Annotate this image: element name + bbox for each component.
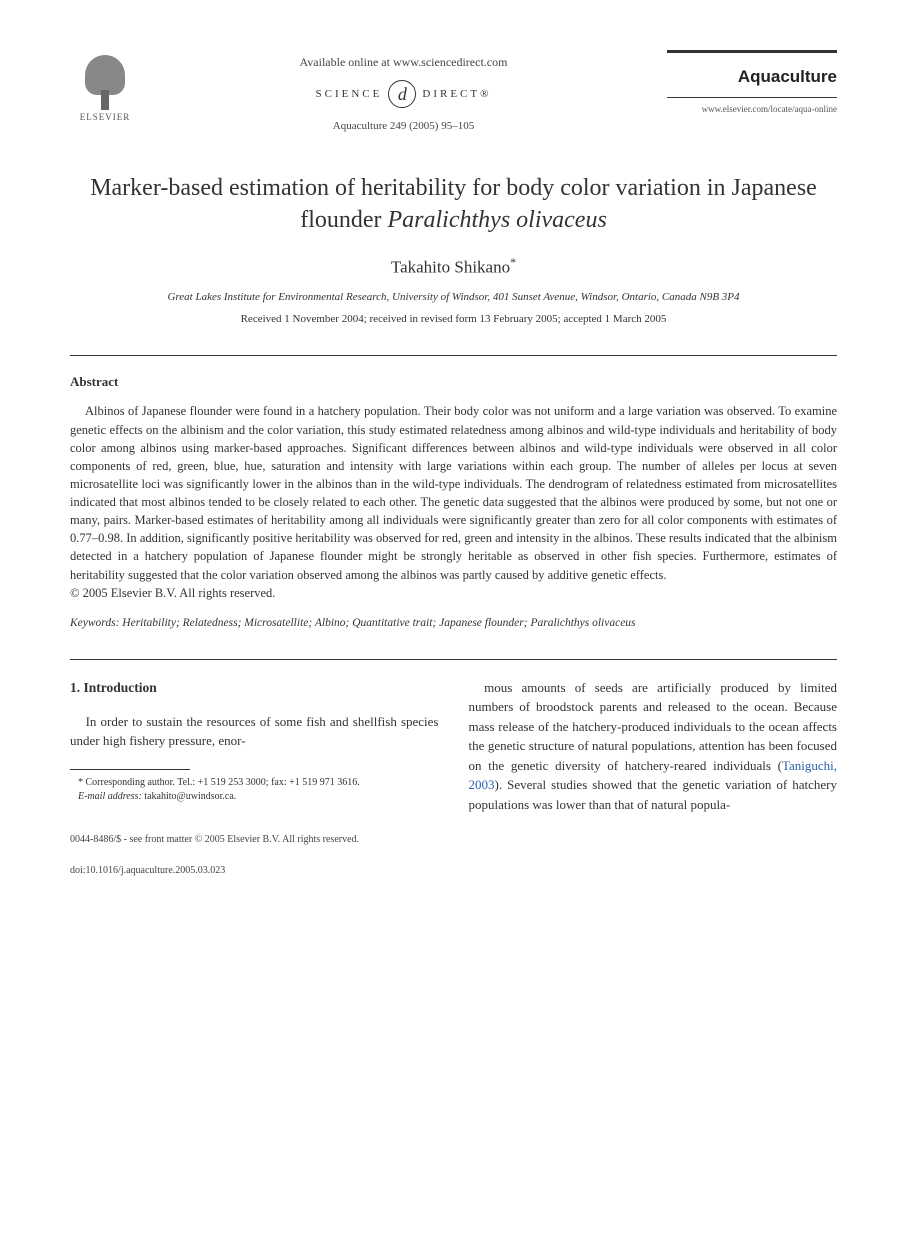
sd-glyph-icon: d — [388, 80, 416, 108]
col2-text-b: ). Several studies showed that the genet… — [469, 777, 838, 812]
column-left: 1. Introduction In order to sustain the … — [70, 678, 439, 815]
author-name: Takahito Shikano — [391, 257, 510, 276]
footnote-separator — [70, 769, 190, 770]
sd-text-left: SCIENCE — [316, 88, 383, 100]
publisher-label: ELSEVIER — [80, 112, 131, 122]
column-right: mous amounts of seeds are artificially p… — [469, 678, 838, 815]
abstract-heading: Abstract — [70, 374, 837, 390]
title-species: Paralichthys olivaceus — [388, 207, 607, 233]
email-value: takahito@uwindsor.ca. — [142, 791, 236, 802]
article-title: Marker-based estimation of heritability … — [70, 172, 837, 237]
abstract-text: Albinos of Japanese flounder were found … — [70, 402, 837, 583]
divider-top — [70, 355, 837, 356]
abstract-copyright: © 2005 Elsevier B.V. All rights reserved… — [70, 586, 837, 601]
publisher-logo: ELSEVIER — [70, 50, 140, 130]
title-block: Marker-based estimation of heritability … — [70, 172, 837, 325]
header-right: Aquaculture www.elsevier.com/locate/aqua… — [667, 50, 837, 114]
science-direct-logo: SCIENCE d DIRECT® — [316, 80, 492, 108]
abstract-section: Abstract Albinos of Japanese flounder we… — [70, 374, 837, 628]
citation-line: Aquaculture 249 (2005) 95–105 — [140, 120, 667, 132]
email-label: E-mail address: — [78, 791, 142, 802]
available-online-text: Available online at www.sciencedirect.co… — [140, 55, 667, 70]
intro-para-left: In order to sustain the resources of som… — [70, 712, 439, 751]
journal-url: www.elsevier.com/locate/aqua-online — [667, 104, 837, 114]
intro-para-right: mous amounts of seeds are artificially p… — [469, 678, 838, 815]
keywords-list: Heritability; Relatedness; Microsatellit… — [119, 617, 635, 629]
article-dates: Received 1 November 2004; received in re… — [70, 313, 837, 325]
affiliation: Great Lakes Institute for Environmental … — [70, 291, 837, 303]
header-center: Available online at www.sciencedirect.co… — [140, 50, 667, 132]
author-corr-mark: * — [510, 255, 516, 269]
divider-bottom — [70, 659, 837, 660]
keywords-label: Keywords: — [70, 617, 119, 629]
page-header: ELSEVIER Available online at www.science… — [70, 50, 837, 132]
section-heading-intro: 1. Introduction — [70, 678, 439, 698]
journal-name: Aquaculture — [667, 67, 837, 87]
footnote-corresponding: * Corresponding author. Tel.: +1 519 253… — [70, 776, 439, 790]
elsevier-tree-icon — [75, 50, 135, 110]
body-columns: 1. Introduction In order to sustain the … — [70, 678, 837, 815]
keywords-line: Keywords: Heritability; Relatedness; Mic… — [70, 617, 837, 629]
journal-box: Aquaculture — [667, 50, 837, 98]
footnote-email: E-mail address: takahito@uwindsor.ca. — [70, 790, 439, 804]
sd-text-right: DIRECT® — [422, 88, 491, 100]
author-line: Takahito Shikano* — [70, 255, 837, 278]
footer-issn: 0044-8486/$ - see front matter © 2005 El… — [70, 834, 837, 845]
footer-doi: doi:10.1016/j.aquaculture.2005.03.023 — [70, 865, 837, 876]
